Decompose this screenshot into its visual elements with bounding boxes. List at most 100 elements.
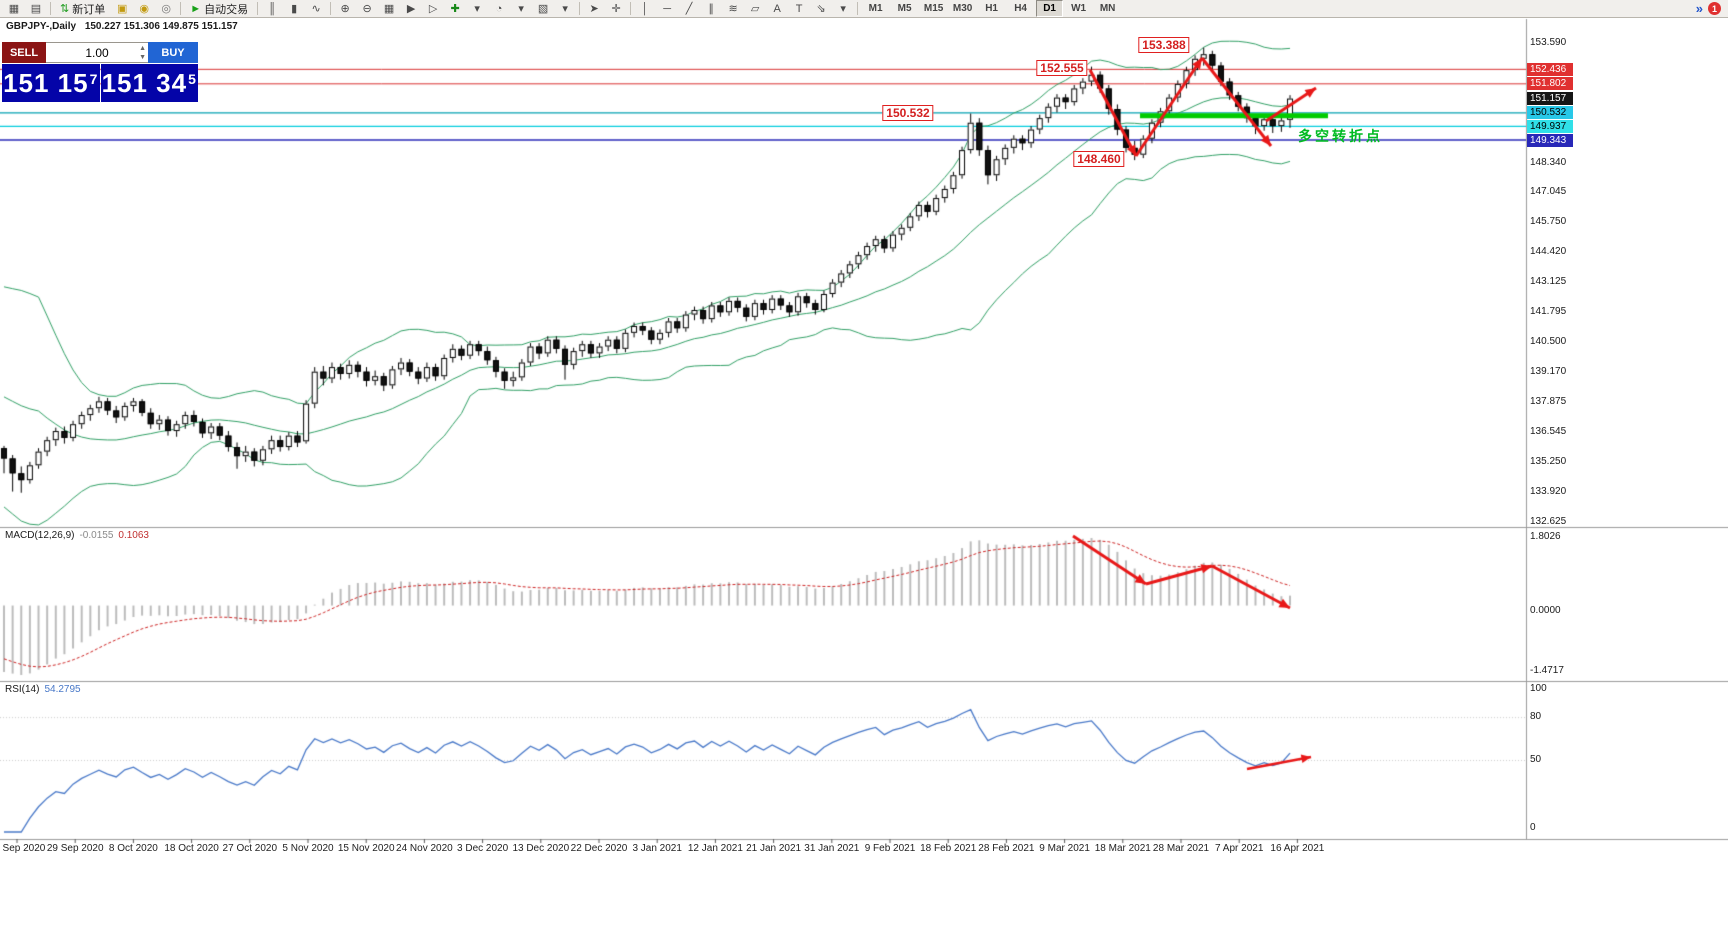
bar-chart-icon[interactable]: ║ — [268, 2, 276, 15]
date-label: 28 Feb 2021 — [978, 843, 1035, 854]
date-label: 28 Mar 2021 — [1152, 843, 1210, 854]
spin-down-icon[interactable]: ▼ — [139, 54, 146, 61]
spin-up-icon[interactable]: ▲ — [139, 45, 146, 52]
tile-windows-icon[interactable]: ▦ — [383, 3, 395, 15]
timeframe-button-M1[interactable]: M1 — [868, 3, 883, 14]
chart-shift-icon[interactable]: ▷ — [428, 3, 438, 15]
price-flag[interactable]: 153.388 — [1138, 37, 1190, 53]
price-scale-label: 139.170 — [1530, 366, 1567, 378]
date-label: 18 Oct 2020 — [164, 843, 219, 854]
rsi-label: RSI(14) 54.2795 — [5, 684, 81, 695]
arrows-dropdown-icon[interactable]: ▾ — [840, 3, 846, 15]
label-icon[interactable]: T — [795, 2, 803, 15]
timeframe-button-M30[interactable]: M30 — [952, 3, 973, 14]
timeframe-group: M1 M5 M15 M30 H1 H4 D1 W1 MN — [861, 0, 1122, 17]
indicators-icon[interactable]: ✚ — [450, 3, 460, 15]
price-scale-label: 135.250 — [1530, 455, 1567, 467]
history-center-icon[interactable]: ▣ — [117, 3, 128, 15]
periods-dropdown-icon[interactable]: ▾ — [518, 3, 524, 15]
market-watch-icon[interactable]: ◎ — [161, 3, 172, 15]
sell-price-display[interactable]: 151 15 7 — [2, 64, 100, 102]
candlestick-chart-icon[interactable]: ▮ — [291, 3, 298, 15]
buy-button[interactable]: BUY — [148, 42, 198, 63]
zoom-out-icon[interactable]: ⊖ — [362, 3, 372, 15]
rsi-scale-label: 0 — [1530, 822, 1536, 833]
toolbar-separator — [257, 2, 259, 15]
window-list-icon[interactable]: ▤ — [30, 3, 42, 15]
auto-scroll-icon[interactable]: ▶ — [406, 3, 416, 15]
chart-window-icon[interactable]: ▦ — [8, 3, 20, 15]
chart-title: GBPJPY-,Daily 150.227 151.306 149.875 15… — [6, 21, 238, 32]
periods-icon[interactable]: ◔ — [495, 2, 503, 15]
timeframe-button-MN[interactable]: MN — [1099, 3, 1116, 14]
cursor-icon[interactable]: ➤ — [589, 3, 599, 15]
toolbar-separator — [180, 2, 182, 15]
price-scale-marker: 151.157 — [1527, 92, 1573, 106]
indicators-dropdown-icon[interactable]: ▾ — [474, 3, 480, 15]
fibonacci-icon[interactable]: ≋ — [728, 3, 738, 15]
timeframe-button-M15[interactable]: M15 — [923, 3, 944, 14]
price-scale-label: 153.590 — [1530, 37, 1567, 48]
sell-button[interactable]: SELL — [2, 42, 46, 63]
crosshair-icon[interactable]: ✛ — [611, 3, 621, 15]
price-scale-label: 148.340 — [1530, 156, 1567, 168]
price-scale-label: 133.920 — [1530, 486, 1567, 498]
date-label: 9 Mar 2021 — [1039, 843, 1090, 854]
templates-dropdown-icon[interactable]: ▾ — [562, 3, 568, 15]
trendline-icon[interactable]: ╱ — [685, 3, 693, 15]
price-flag[interactable]: 148.460 — [1073, 151, 1125, 167]
timeframe-button-H4[interactable]: H4 — [1014, 3, 1027, 14]
toolbar-left: ▦ ▤ ⇅ 新订单 ▣ ◉ ◎ ► 自动交易 ║ ▮ ∿ ⊕ ⊖ ▦ ▶ ▷ ✚ ▾ ◔ ▾ ▧ ▾ ➤ ✛ │ ─ ╱ ∥ ≋ ▱ A T ⇘ ▾ — [3, 0, 861, 18]
date-label: 20 Sep 2020 — [0, 843, 46, 854]
price-scale-label: 147.045 — [1530, 186, 1567, 198]
volume-spinner[interactable]: ▲ ▼ — [139, 44, 146, 62]
notifications-badge[interactable]: 1 — [1708, 2, 1721, 15]
line-chart-icon[interactable]: ∿ — [311, 3, 321, 15]
date-label: 13 Dec 2020 — [512, 843, 570, 854]
timeframe-button-W1[interactable]: W1 — [1071, 3, 1087, 14]
macd-scale-label: -1.4717 — [1530, 665, 1564, 676]
symbol-period-label: GBPJPY-,Daily — [6, 21, 77, 32]
toolbar-right: » 1 — [1696, 1, 1725, 16]
toolbar-separator — [630, 2, 632, 15]
price-scale-label: 143.125 — [1530, 276, 1567, 288]
price-scale-marker: 151.802 — [1527, 77, 1573, 91]
text-icon[interactable]: A — [773, 2, 781, 15]
templates-icon[interactable]: ▧ — [537, 3, 549, 15]
shapes-icon[interactable]: ▱ — [750, 3, 760, 15]
date-label: 5 Nov 2020 — [282, 843, 334, 854]
date-label: 8 Oct 2020 — [108, 843, 158, 854]
buy-price-sup: 5 — [188, 71, 197, 87]
sell-price-big: 151 15 — [3, 67, 89, 98]
alerts-icon[interactable]: ◉ — [139, 3, 150, 15]
autotrade-button[interactable]: ► 自动交易 — [190, 2, 249, 16]
channel-icon[interactable]: ∥ — [708, 3, 714, 15]
toolbar-separator — [579, 2, 581, 15]
toolbar-separator — [857, 2, 859, 15]
macd-name: MACD(12,26,9) — [5, 530, 75, 541]
volume-input[interactable]: 1.00 ▲ ▼ — [46, 42, 148, 63]
timeframe-button-D1[interactable]: D1 — [1036, 0, 1064, 17]
buy-price-display[interactable]: 151 34 5 — [100, 64, 198, 102]
macd-signal-value: 0.1063 — [118, 530, 149, 541]
horizontal-line-icon[interactable]: ─ — [663, 2, 671, 15]
date-label: 18 Feb 2021 — [920, 843, 977, 854]
bull-bear-turning-point-note[interactable]: 多空转折点 — [1298, 128, 1383, 144]
timeframe-button-M5[interactable]: M5 — [897, 3, 912, 14]
price-scale-marker: 149.343 — [1527, 133, 1573, 147]
timeframe-button-H1[interactable]: H1 — [985, 3, 998, 14]
macd-scale-label: 1.8026 — [1530, 531, 1561, 542]
price-scale-marker: 150.532 — [1527, 106, 1573, 120]
price-scale-label: 141.795 — [1530, 306, 1567, 318]
price-flag[interactable]: 152.555 — [1036, 60, 1088, 76]
price-flag[interactable]: 150.532 — [882, 105, 934, 121]
price-scale-label: 136.545 — [1530, 426, 1567, 438]
new-order-button[interactable]: ⇅ 新订单 — [60, 3, 106, 16]
zoom-in-icon[interactable]: ⊕ — [340, 3, 350, 15]
date-label: 16 Apr 2021 — [1270, 843, 1325, 854]
vertical-line-icon[interactable]: │ — [641, 2, 649, 15]
arrows-icon[interactable]: ⇘ — [816, 3, 826, 15]
date-label: 7 Apr 2021 — [1215, 843, 1264, 854]
toolbar-overflow-icon[interactable]: » — [1695, 1, 1703, 16]
